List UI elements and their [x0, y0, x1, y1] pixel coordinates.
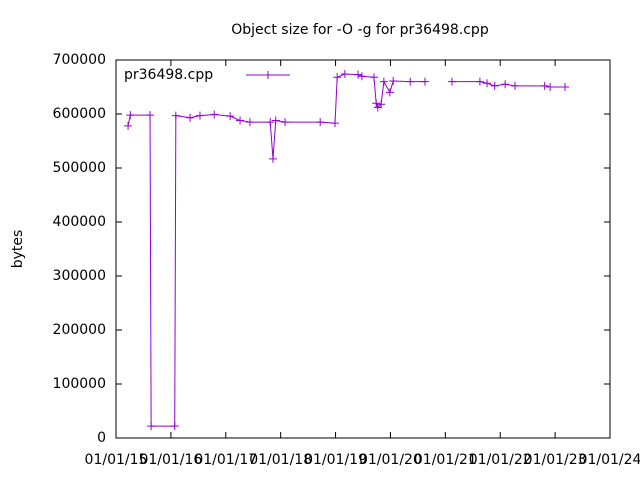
point-marker: [331, 119, 340, 128]
y-tick-label: 400000: [53, 214, 106, 230]
point-marker: [354, 70, 363, 79]
point-marker: [560, 83, 569, 91]
y-tick-label: 700000: [53, 52, 106, 68]
y-tick-label: 600000: [53, 106, 106, 122]
point-marker: [369, 73, 378, 82]
chart-title: Object size for -O -g for pr36498.cpp: [231, 22, 489, 38]
legend-label: pr36498.cpp: [124, 67, 213, 83]
point-marker: [385, 88, 394, 97]
point-marker: [266, 118, 275, 127]
y-tick-label: 0: [97, 430, 106, 446]
point-marker: [226, 112, 235, 121]
x-tick-label: 01/01/15: [85, 452, 148, 468]
x-tick-label: 01/01/16: [139, 452, 202, 468]
x-tick-label: 01/01/23: [524, 452, 587, 468]
point-marker: [483, 79, 492, 88]
plot-border: [115, 59, 611, 439]
point-marker: [236, 116, 245, 125]
y-tick-label: 200000: [53, 322, 106, 338]
point-marker: [126, 111, 135, 120]
point-marker: [170, 422, 179, 431]
y-tick-label: 500000: [53, 160, 106, 176]
point-marker: [333, 73, 342, 82]
point-marker: [340, 70, 349, 79]
point-marker: [447, 77, 456, 86]
point-marker: [357, 72, 366, 81]
x-tick-label: 01/01/22: [469, 452, 532, 468]
point-marker: [210, 110, 219, 119]
point-marker: [546, 83, 555, 91]
legend-marker: [264, 71, 272, 79]
x-tick-label: 01/01/17: [194, 452, 257, 468]
point-marker: [373, 103, 382, 112]
point-marker: [389, 77, 398, 86]
y-tick-label: 100000: [53, 376, 106, 392]
point-marker: [171, 111, 180, 120]
point-marker: [186, 113, 195, 122]
point-marker: [511, 81, 520, 90]
point-marker: [490, 81, 499, 90]
x-tick-label: 01/01/24: [579, 452, 640, 468]
point-marker: [372, 99, 381, 108]
point-marker: [316, 118, 325, 127]
point-marker: [501, 80, 510, 89]
point-marker: [540, 81, 549, 90]
point-marker: [245, 118, 254, 127]
point-marker: [475, 77, 484, 86]
point-marker: [147, 422, 156, 431]
point-marker: [379, 77, 388, 86]
point-marker: [146, 111, 155, 120]
point-marker: [195, 111, 204, 120]
x-tick-label: 01/01/18: [249, 452, 312, 468]
point-marker: [377, 100, 386, 109]
point-marker: [268, 154, 277, 163]
point-marker: [421, 77, 430, 86]
x-tick-label: 01/01/19: [304, 452, 367, 468]
x-tick-label: 01/01/20: [359, 452, 422, 468]
point-marker: [271, 116, 280, 125]
point-marker: [281, 118, 290, 127]
point-marker: [406, 77, 415, 86]
x-tick-label: 01/01/21: [414, 452, 477, 468]
y-tick-label: 300000: [53, 268, 106, 284]
y-axis-label: bytes: [10, 230, 26, 269]
point-marker: [124, 121, 133, 130]
